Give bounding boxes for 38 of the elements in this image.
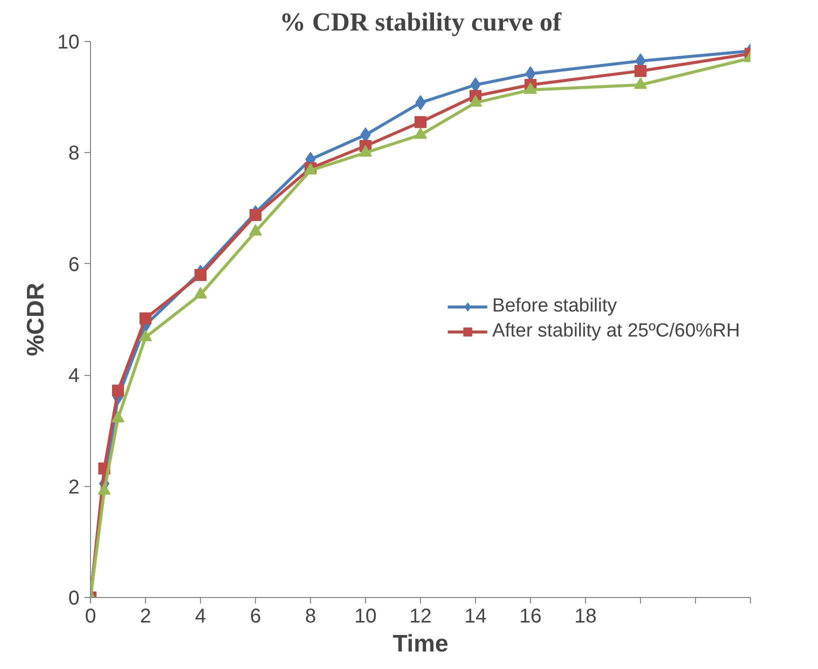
point <box>112 411 124 422</box>
point <box>414 127 427 139</box>
point <box>98 483 111 495</box>
x-tick-label: 2 <box>140 606 152 628</box>
point <box>194 287 207 298</box>
legend-label: After stability at 25ºC/60%RH <box>492 320 740 342</box>
point <box>359 145 372 157</box>
y-tick-label: 6 <box>68 254 80 276</box>
y-tick-label: 10 <box>57 32 80 54</box>
y-axis-title: %CDR <box>22 282 50 356</box>
x-tick-label: 10 <box>354 606 377 628</box>
point <box>249 224 262 236</box>
y-tick-label: 8 <box>68 142 80 165</box>
point <box>139 330 152 342</box>
x-tick-label: 8 <box>304 606 316 628</box>
x-tick-label: 18 <box>574 606 597 628</box>
point <box>524 82 537 94</box>
x-tick-label: 12 <box>409 606 432 628</box>
point <box>414 116 426 128</box>
chart-title: % CDR stability curve of <box>280 8 562 36</box>
x-tick-label: 14 <box>464 606 487 628</box>
x-axis-title: Time <box>392 630 448 658</box>
point <box>140 312 152 324</box>
point <box>634 64 646 77</box>
x-tick-label: 6 <box>250 606 262 628</box>
point <box>415 95 426 110</box>
x-tick-label: 16 <box>519 606 542 628</box>
point <box>469 95 482 107</box>
point <box>250 208 262 221</box>
point <box>634 77 647 89</box>
y-tick-label: 0 <box>68 588 80 610</box>
y-tick-label: 2 <box>68 476 80 498</box>
point <box>194 269 206 282</box>
x-tick-label: 4 <box>194 606 206 628</box>
legend-label: Before stability <box>492 296 617 318</box>
point <box>112 384 124 397</box>
y-tick-label: 4 <box>68 365 80 388</box>
x-tick-label: 0 <box>84 606 96 628</box>
